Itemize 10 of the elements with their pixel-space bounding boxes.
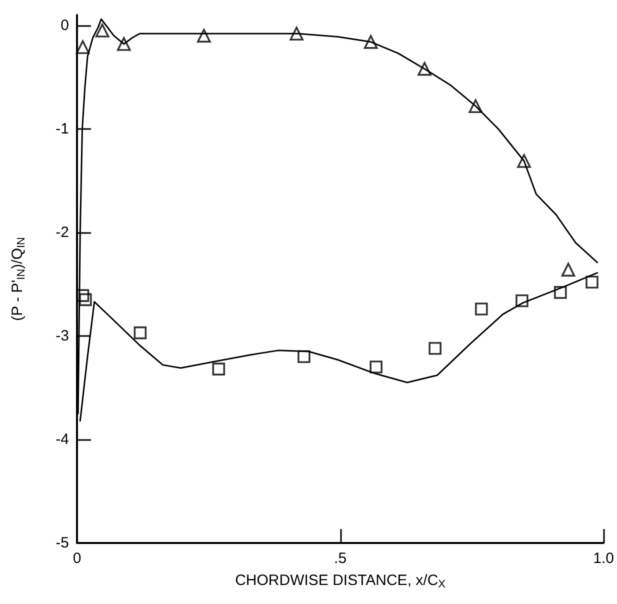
x-tick-label: 1.0 (593, 550, 614, 567)
y-tick-label: -3 (56, 327, 69, 344)
y-tick-label: -1 (56, 120, 69, 138)
y-tick-label: -4 (56, 430, 69, 448)
y-tick-label: 0 (60, 16, 69, 34)
x-tick-label: 0 (72, 550, 82, 567)
y-axis-title: (P - P'IN)/QIN (9, 236, 28, 321)
y-tick-label: -5 (56, 534, 69, 552)
y-tick-label: -2 (56, 224, 69, 241)
x-tick-label: .5 (334, 550, 347, 567)
